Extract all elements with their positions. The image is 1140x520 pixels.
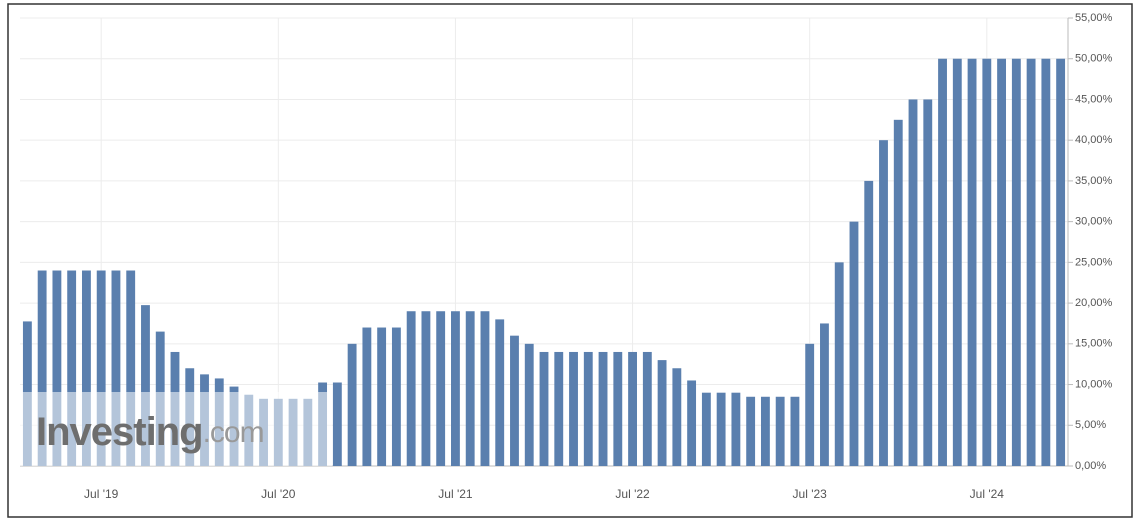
bar [554, 351, 564, 466]
y-tick-label: 30,00% [1075, 216, 1113, 228]
bar [52, 270, 62, 466]
bar [716, 392, 726, 466]
bar [141, 305, 150, 466]
bar [1041, 58, 1051, 467]
bar [864, 180, 874, 466]
bar [465, 311, 475, 466]
bar [613, 351, 623, 466]
watermark: Investing.com [36, 410, 264, 454]
bar [657, 360, 667, 466]
bar [967, 58, 977, 467]
y-tick-label: 25,00% [1075, 256, 1113, 268]
bar [923, 99, 933, 467]
y-tick-label: 55,00% [1075, 12, 1113, 24]
bar [760, 396, 770, 466]
bar [524, 343, 534, 466]
y-tick-label: 10,00% [1075, 378, 1113, 390]
watermark-backdrop [20, 392, 332, 466]
bar [849, 221, 859, 466]
bar [834, 262, 844, 466]
bar [952, 58, 962, 467]
bar [421, 311, 431, 466]
y-tick-label: 0,00% [1075, 460, 1106, 472]
bar [997, 58, 1007, 467]
x-tick-label: Jul '20 [261, 487, 296, 501]
bar [96, 270, 106, 466]
bar [111, 270, 121, 466]
bar [377, 327, 387, 466]
x-tick-label: Jul '23 [793, 487, 828, 501]
bar [982, 58, 992, 467]
bar [569, 351, 578, 466]
bar [598, 351, 608, 466]
bar [391, 327, 401, 466]
bar [81, 270, 91, 466]
bar [37, 270, 47, 466]
x-tick-label: Jul '19 [84, 487, 119, 501]
bar [480, 311, 490, 466]
bar [820, 323, 829, 466]
bar [362, 327, 372, 466]
bar [332, 382, 342, 466]
bar [642, 351, 652, 466]
y-tick-label: 40,00% [1075, 134, 1113, 146]
bar [775, 396, 785, 466]
bar [510, 335, 519, 466]
bar [628, 351, 637, 466]
bar [746, 396, 756, 466]
bar [436, 311, 446, 466]
x-tick-label: Jul '21 [438, 487, 473, 501]
watermark-suffix: .com [203, 416, 264, 449]
bar [879, 140, 888, 466]
bar [701, 392, 711, 466]
bar [495, 319, 505, 466]
y-tick-label: 35,00% [1075, 175, 1113, 187]
x-tick-label: Jul '22 [615, 487, 650, 501]
bar [805, 343, 815, 466]
y-tick-label: 50,00% [1075, 53, 1113, 65]
bar [790, 396, 800, 466]
x-tick-label: Jul '24 [970, 487, 1005, 501]
y-tick-label: 20,00% [1075, 297, 1113, 309]
bar [539, 351, 549, 466]
bar [687, 380, 697, 466]
bar [583, 351, 593, 466]
bar [731, 392, 741, 466]
bar [451, 311, 460, 466]
bar [672, 368, 682, 466]
y-tick-label: 5,00% [1075, 419, 1106, 431]
bar [67, 270, 77, 466]
watermark-brand: Investing [36, 410, 203, 454]
bar [1056, 58, 1066, 467]
y-tick-label: 15,00% [1075, 338, 1113, 350]
y-tick-label: 45,00% [1075, 93, 1113, 105]
bar [406, 311, 416, 466]
bar [1026, 58, 1036, 467]
bar [347, 343, 357, 466]
bar [1011, 58, 1021, 467]
bar [938, 58, 947, 467]
bar [908, 99, 918, 467]
bar [126, 270, 136, 466]
bar [893, 119, 903, 467]
